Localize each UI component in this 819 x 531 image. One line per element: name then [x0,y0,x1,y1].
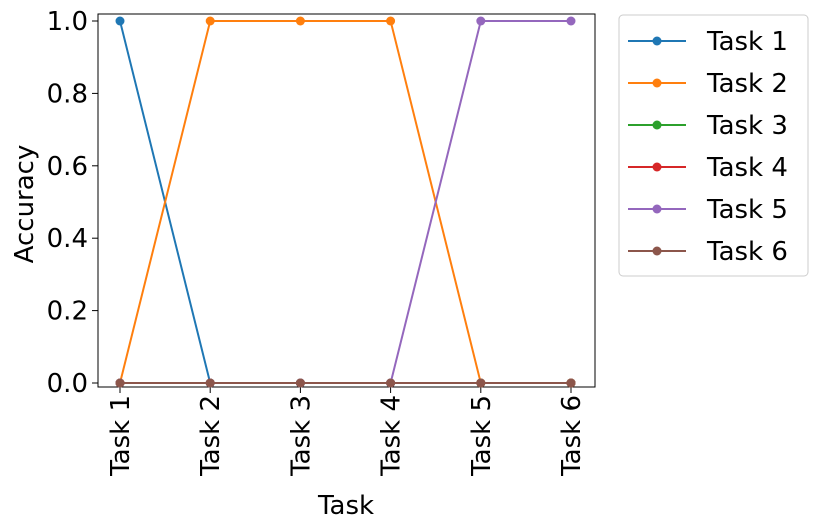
x-tick-label: Task 6 [557,395,587,477]
y-axis: 0.0 0.2 0.4 0.6 0.8 1.0 [47,7,98,399]
legend-item: Task 3 [628,111,788,141]
x-axis: Task 1 Task 2 Task 3 Task 4 Task 5 Task 6 [106,387,587,477]
y-axis-label: Accuracy [10,145,40,264]
y-tick-label: 0.8 [47,79,88,109]
legend-item: Task 2 [628,69,788,99]
y-tick-label: 0.2 [47,297,88,327]
legend-label: Task 3 [706,111,788,141]
legend-label: Task 6 [706,237,788,267]
plot-area [97,13,596,388]
y-tick-label: 1.0 [47,7,88,37]
x-tick-label: Task 2 [196,395,226,477]
legend-label: Task 5 [706,195,788,225]
legend-marker [652,246,662,256]
legend-item: Task 4 [628,153,788,183]
legend-marker [652,78,662,88]
legend-frame [618,14,809,277]
data-point [386,16,396,26]
data-point [386,378,396,388]
legend-label: Task 4 [706,153,788,183]
x-axis-label: Task [317,491,374,521]
x-tick-label: Task 1 [106,395,136,477]
x-tick-label: Task 3 [286,395,316,477]
legend-label: Task 2 [706,69,788,99]
legend-item: Task 1 [628,27,788,57]
data-point [476,378,486,388]
legend-marker [652,204,662,214]
data-point [115,378,125,388]
series-6 [115,378,576,388]
data-point [566,16,576,26]
series-line [119,20,571,384]
y-tick-label: 0.4 [47,224,88,254]
data-point [476,16,486,26]
y-tick-label: 0.6 [47,152,88,182]
y-tick-label: 0.0 [47,369,88,399]
series-line [119,20,571,384]
series-lines [115,16,576,388]
series-5 [115,16,576,388]
x-tick-label: Task 4 [377,395,407,477]
legend-item: Task 6 [628,237,788,267]
data-point [295,16,305,26]
legend-item: Task 5 [628,195,788,225]
legend-marker [652,36,662,46]
data-point [295,378,305,388]
series-line [120,20,571,384]
series-2 [115,16,576,388]
series-1 [115,16,576,388]
data-point [115,16,125,26]
legend-label: Task 1 [706,27,788,57]
legend-marker [652,162,662,172]
data-point [205,16,215,26]
x-tick-label: Task 5 [467,395,497,477]
data-point [205,378,215,388]
legend-marker [652,120,662,130]
legend: Task 1 Task 2 Task 3 Task 4 Task 5 Task 6 [618,14,809,277]
data-point [566,378,576,388]
